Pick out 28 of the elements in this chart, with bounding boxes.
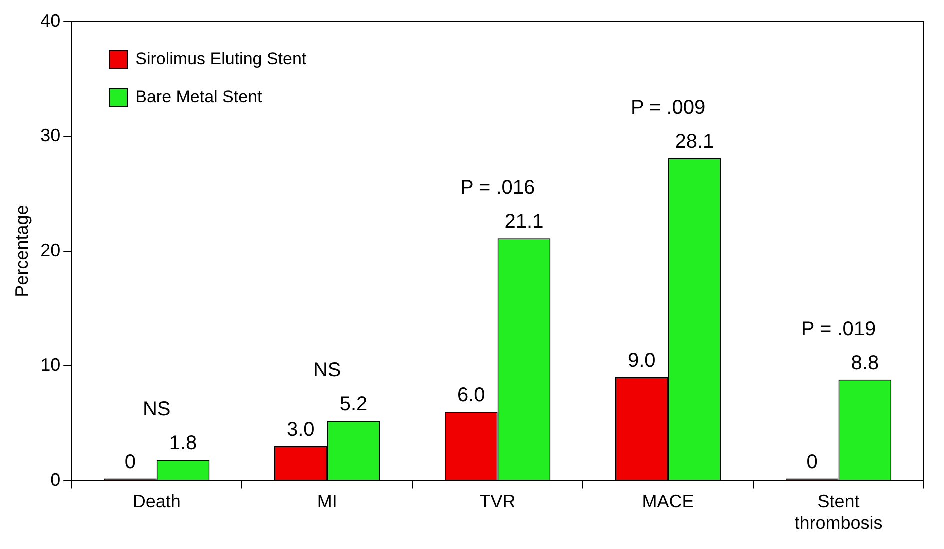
data-label: 0 [806, 451, 818, 474]
data-label: 3.0 [287, 418, 315, 441]
y-tick-label: 20 [40, 240, 61, 260]
data-label: 8.8 [851, 352, 880, 374]
x-tick-label: TVR [480, 492, 516, 512]
y-axis-title: Percentage [12, 205, 32, 298]
x-tick-label: Stent thrombosis [794, 492, 883, 534]
legend-label: Sirolimus Eluting Stent [136, 49, 307, 68]
annotation: NS [142, 398, 171, 421]
data-label: 9.0 [628, 350, 656, 372]
annotation: P = .019 [801, 318, 876, 340]
y-tick-label: 10 [40, 355, 61, 376]
data-label: 21.1 [504, 211, 544, 234]
data-label: 6.0 [457, 384, 486, 406]
annotation: P = .009 [630, 96, 706, 119]
y-tick-label: 40 [40, 10, 61, 31]
data-label: 28.1 [675, 130, 714, 153]
y-tick-label: 30 [40, 126, 61, 146]
x-tick-label: MACE [642, 492, 694, 512]
data-label: 0 [124, 451, 136, 474]
data-label: 5.2 [340, 394, 368, 416]
legend-label: Bare Metal Stent [136, 87, 263, 106]
x-tick-label: MI [317, 492, 338, 512]
annotation: NS [313, 360, 342, 382]
y-tick-label: 0 [50, 470, 61, 490]
data-label: 1.8 [169, 432, 198, 455]
x-tick-label: Death [132, 492, 181, 512]
annotation: P = .016 [460, 177, 536, 200]
